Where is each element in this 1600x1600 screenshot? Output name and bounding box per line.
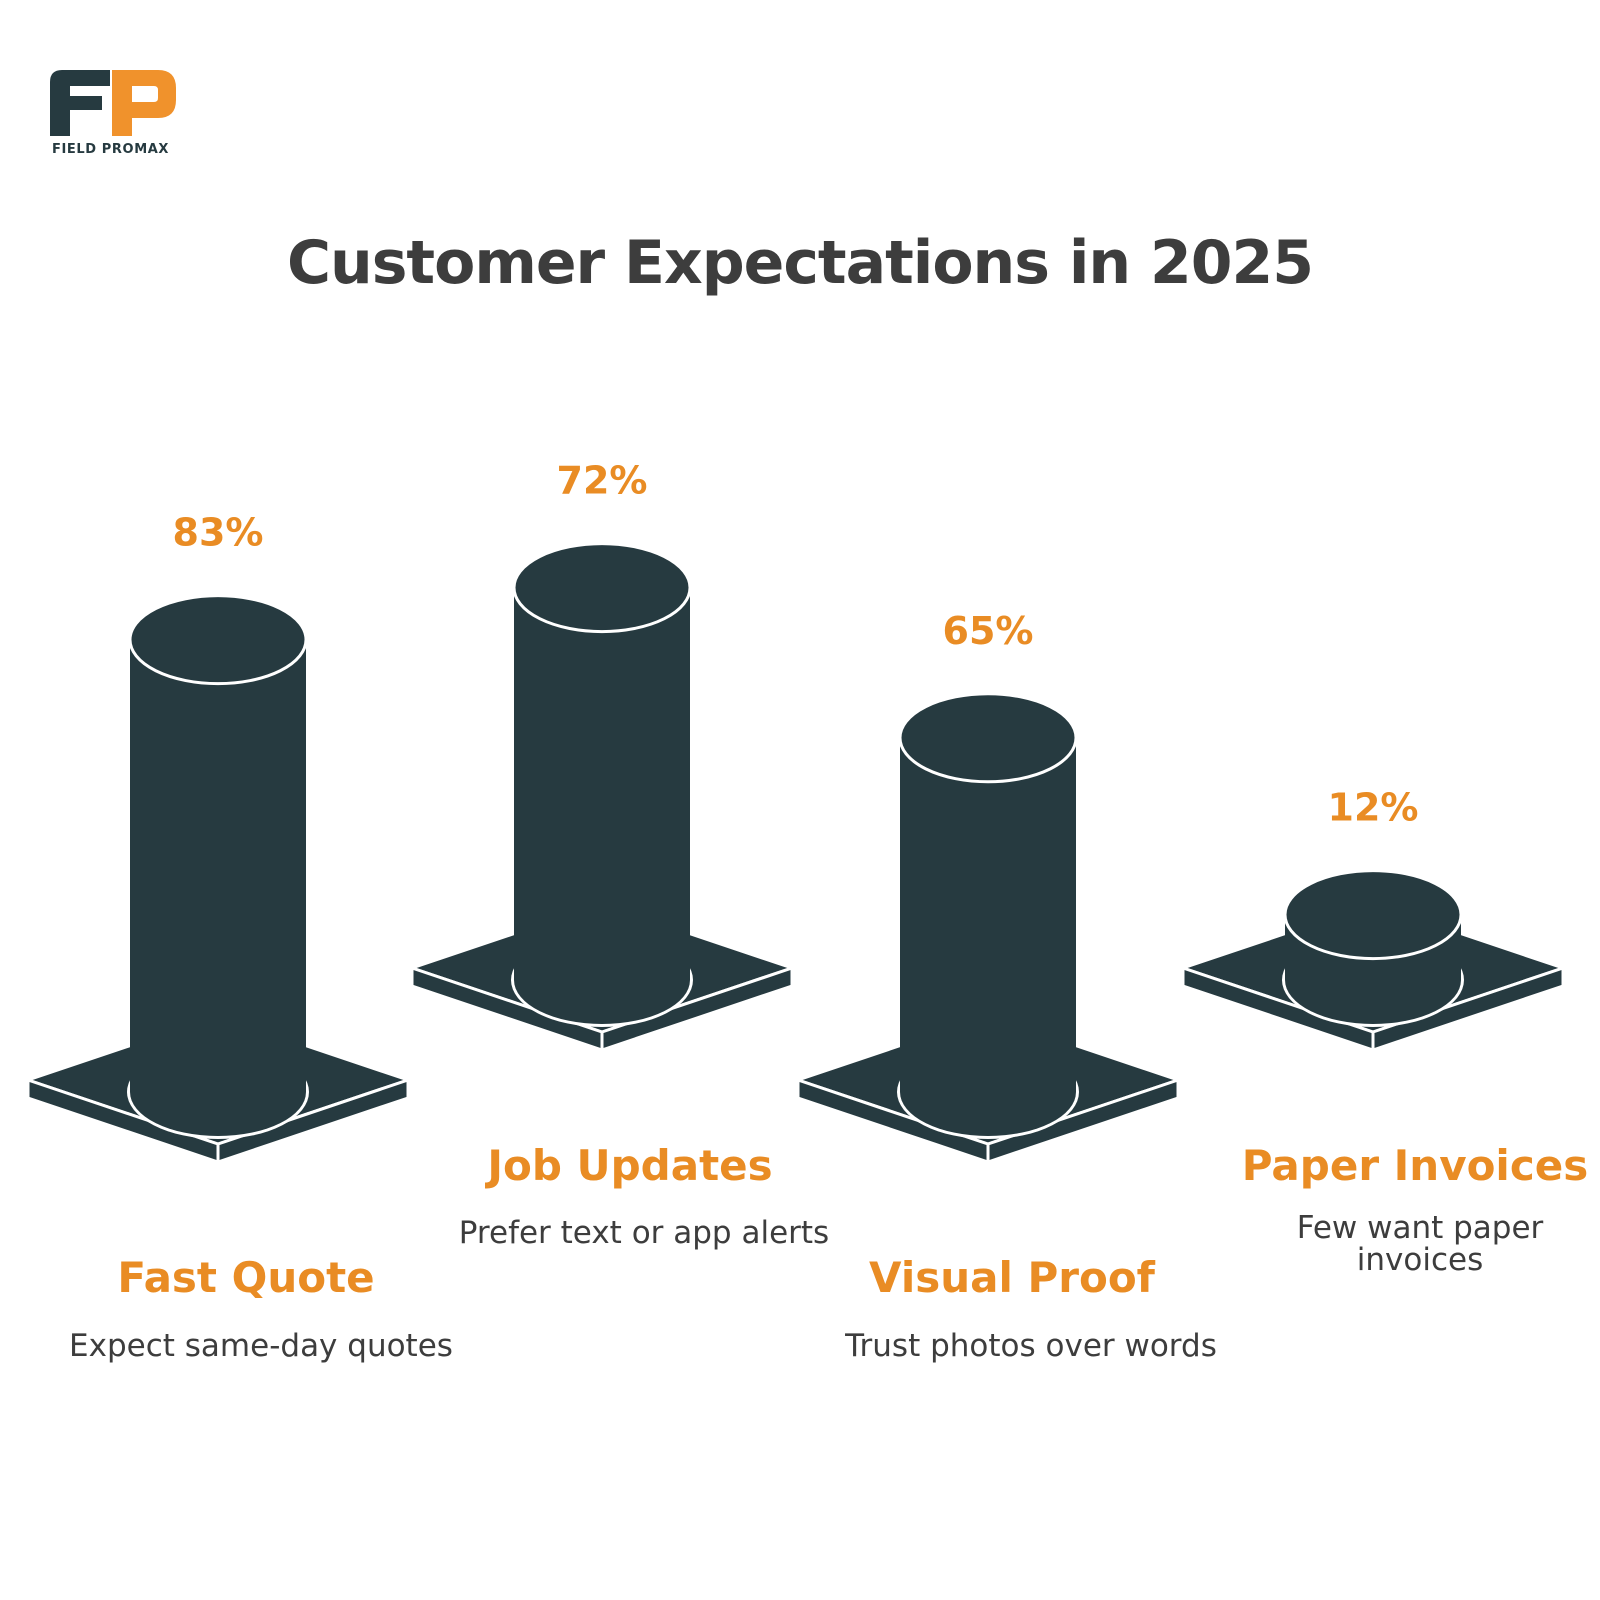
value-label-3: 12% [1328,786,1419,830]
bar-top-0 [128,594,308,686]
bar-top-3 [1283,869,1463,961]
description-label-2-0: Trust photos over words [844,1328,1217,1364]
bar-top-1 [512,542,692,634]
bar-base-side-right-0 [216,1078,410,1164]
category-label-3: Paper Invoices [1242,1141,1588,1190]
category-label-0: Fast Quote [117,1253,374,1302]
bar-cylinder-2 [900,737,1076,1136]
bar-base-side-right-2 [986,1078,1180,1164]
bar-cylinder-0 [130,639,306,1136]
value-label-2: 65% [943,609,1034,653]
bar-base-side-right-1 [600,966,794,1052]
description-label-0-0: Expect same-day quotes [69,1328,453,1364]
description-label-3-1: invoices [1357,1242,1483,1278]
value-label-0: 83% [173,511,264,555]
bar-top-2 [898,692,1078,784]
bar-base-side-right-3 [1371,966,1565,1052]
brand-logo: FIELD PROMAX [50,70,190,166]
bar-cylinder-1 [514,587,690,1024]
page-title: Customer Expectations in 2025 [286,228,1314,298]
field-promax-logo-icon [50,70,176,136]
category-label-2: Visual Proof [869,1253,1156,1302]
value-label-1: 72% [557,459,648,503]
description-label-1-0: Prefer text or app alerts [459,1215,829,1251]
category-label-1: Job Updates [484,1141,772,1190]
description-label-3-0: Few want paper [1297,1210,1544,1246]
logo-text: FIELD PROMAX [52,142,170,157]
